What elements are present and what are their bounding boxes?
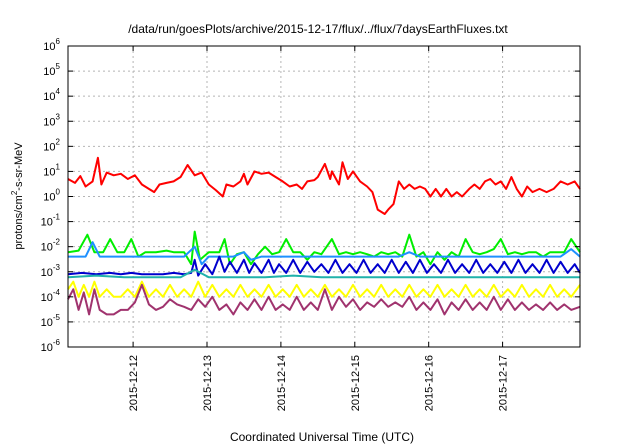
- series-line-7: [67, 283, 581, 316]
- y-tick-label: 10-6: [41, 338, 61, 354]
- series-lines: [67, 156, 581, 316]
- y-tick-label: 10-5: [41, 313, 61, 329]
- y-axis-ticks: 10-6 10-5 10-4 10-3 10-2 10-1 100 101 102 103 104 1…: [41, 37, 580, 354]
- y-tick-label: 100: [43, 188, 60, 204]
- series-line-2: [67, 230, 581, 266]
- y-tick-label: 105: [43, 62, 60, 78]
- y-axis-label: protons/cm2-s-sr-MeV: [10, 142, 25, 250]
- x-tick-label: 2015-12-17: [498, 355, 510, 411]
- y-tick-label: 104: [43, 87, 60, 103]
- x-tick-label: 2015-12-15: [350, 355, 362, 411]
- y-tick-label: 10-2: [41, 238, 61, 254]
- y-tick-label: 101: [43, 162, 60, 178]
- x-tick-label: 2015-12-14: [276, 355, 288, 411]
- x-axis-label: Coordinated Universal Time (UTC): [230, 430, 414, 444]
- y-tick-label: 10-3: [41, 263, 61, 279]
- y-axis-label-rest: -s-sr-MeV: [13, 142, 25, 191]
- x-tick-label: 2015-12-13: [202, 355, 214, 411]
- x-tick-label: 2015-12-16: [424, 355, 436, 411]
- y-tick-label: 102: [43, 137, 60, 153]
- y-tick-label: 106: [43, 37, 60, 53]
- series-line-6: [67, 280, 581, 298]
- series-line-1: [67, 156, 581, 215]
- series-line-5: [67, 268, 580, 279]
- series-line-4: [67, 255, 581, 277]
- y-tick-label: 10-4: [41, 288, 61, 304]
- grid: [68, 46, 580, 347]
- y-tick-label: 103: [43, 112, 60, 128]
- y-tick-label: 10-1: [41, 213, 61, 229]
- y-axis-label-base: protons/cm: [13, 195, 25, 249]
- y-axis-label-sup: 2: [10, 190, 19, 195]
- x-tick-label: 2015-12-12: [128, 355, 140, 411]
- series-line-3: [68, 241, 581, 266]
- x-axis-ticks: 2015-12-12 2015-12-13 2015-12-14 2015-12-15…: [128, 46, 510, 411]
- chart-title: /data/run/goesPlots/archive/2015-12-17/f…: [128, 22, 508, 36]
